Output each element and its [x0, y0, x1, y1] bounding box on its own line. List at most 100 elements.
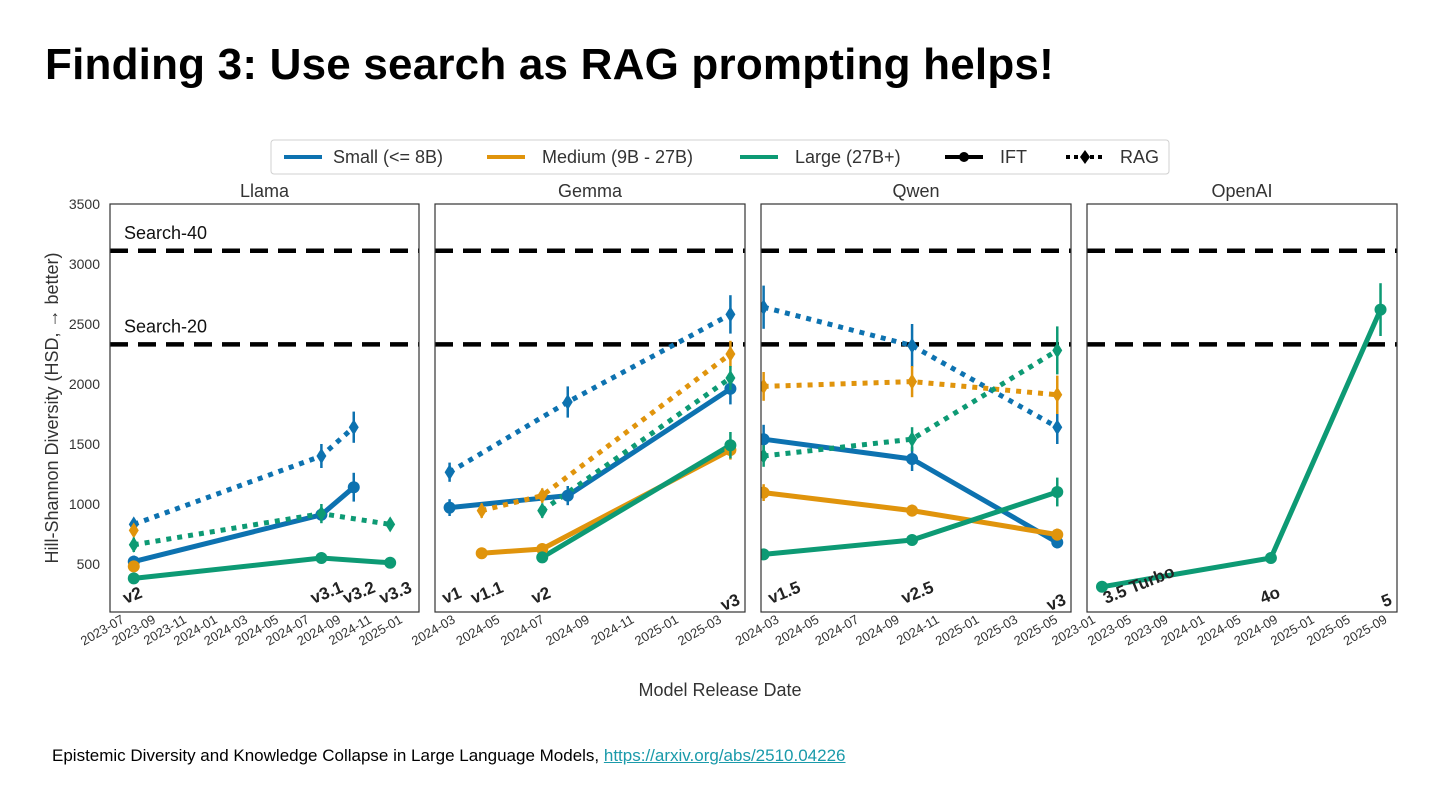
data-point-large-ift — [761, 548, 770, 561]
series-line-large-ift — [133, 555, 391, 581]
legend-marker — [1080, 150, 1090, 164]
x-tick-label: 2024-07 — [498, 612, 547, 649]
version-label: v1.5 — [765, 578, 803, 608]
data-point-large-rag — [385, 516, 396, 533]
panel-title: Llama — [240, 181, 290, 201]
x-tick-label: 2025-01 — [632, 612, 681, 649]
data-point-small-ift — [906, 453, 919, 465]
panel-title: Gemma — [558, 181, 623, 201]
data-point-small-ift — [761, 433, 770, 446]
data-point-large-ift — [1264, 552, 1277, 564]
legend-item: Large (27B+) — [740, 147, 901, 167]
series-line-large-rag — [540, 375, 732, 513]
data-point-large-ift — [724, 439, 737, 452]
data-point-medium-rag — [1052, 386, 1063, 403]
data-point-medium-rag — [725, 346, 736, 362]
data-point-small-rag — [761, 299, 769, 316]
data-point-medium-ift — [127, 560, 140, 573]
data-point-small-rag — [316, 448, 327, 464]
legend-label: Small (<= 8B) — [333, 147, 443, 167]
panel-frame — [760, 203, 1072, 613]
data-point-large-rag — [316, 505, 327, 522]
data-point-large-ift — [384, 556, 397, 569]
legend-marker — [959, 152, 969, 162]
data-point-large-ift — [315, 552, 328, 564]
data-point-small-ift — [561, 489, 574, 502]
legend-label: Medium (9B - 27B) — [542, 147, 693, 167]
data-point-small-rag — [907, 337, 918, 354]
y-tick-label: 500 — [77, 556, 101, 572]
panel-frame — [109, 203, 420, 613]
version-label: v3.1 — [308, 578, 346, 608]
legend-label: RAG — [1120, 147, 1159, 167]
version-label: v2 — [529, 583, 554, 608]
legend-item: RAG — [1066, 147, 1159, 167]
version-label: 5 — [1379, 590, 1395, 611]
y-axis-label: Hill-Shannon Diversity (HSD, → better) — [42, 252, 62, 563]
version-label: v3.3 — [377, 578, 415, 608]
version-label: v1.1 — [468, 578, 506, 608]
data-point-medium-ift — [761, 486, 770, 499]
version-label: v3.2 — [340, 578, 378, 608]
version-label: v3 — [1044, 590, 1069, 615]
data-point-medium-ift — [906, 504, 919, 517]
legend-item: IFT — [945, 147, 1027, 167]
data-point-large-ift — [906, 534, 919, 546]
series-line-large-ift — [1101, 308, 1383, 590]
version-label: v3 — [718, 590, 743, 615]
citation-text: Epistemic Diversity and Knowledge Collap… — [52, 746, 604, 765]
data-point-small-rag — [1052, 419, 1063, 436]
y-tick-label: 3000 — [69, 256, 100, 272]
version-label: v2 — [120, 583, 145, 608]
x-tick-label: 2024-09 — [853, 612, 902, 649]
data-point-small-rag — [348, 419, 359, 436]
data-point-medium-ift — [536, 543, 549, 555]
y-tick-label: 1000 — [69, 496, 100, 512]
y-tick-label: 2000 — [69, 376, 100, 392]
slide-title: Finding 3: Use search as RAG prompting h… — [45, 40, 1054, 89]
panel-plot — [761, 248, 1071, 561]
x-tick-label: 2025-03 — [971, 612, 1020, 649]
data-point-medium-rag — [907, 373, 918, 390]
x-tick-label: 2024-11 — [894, 612, 942, 648]
data-point-large-ift — [1095, 580, 1108, 593]
x-tick-label: 2024-03 — [733, 612, 782, 649]
panel-plot — [435, 248, 745, 564]
legend-label: IFT — [1000, 147, 1027, 167]
data-point-medium-rag — [537, 487, 548, 504]
legend-item: Medium (9B - 27B) — [487, 147, 693, 167]
panel-title: OpenAI — [1211, 181, 1272, 201]
data-point-medium-rag — [476, 502, 487, 519]
chart-panels: 500 1000 1500 2000 2500 3000 3500 Llama Search-4… — [69, 181, 1398, 649]
panel-plot — [110, 248, 419, 585]
panel-frame — [434, 203, 746, 613]
series-line-small-rag — [762, 304, 1059, 430]
y-tick-label: 1500 — [69, 436, 100, 452]
x-axis-label: Model Release Date — [638, 680, 801, 700]
x-tick-label: 2025-01 — [933, 612, 982, 649]
data-point-small-rag — [725, 306, 736, 323]
x-tick-label: 2024-03 — [409, 612, 458, 649]
version-label: v2.5 — [898, 578, 936, 608]
citation-link[interactable]: https://arxiv.org/abs/2510.04226 — [603, 746, 846, 765]
panel-frame — [1086, 203, 1398, 613]
data-point-large-rag — [725, 370, 736, 386]
x-tick-label: 2024-11 — [588, 612, 636, 648]
data-point-large-rag — [1052, 342, 1063, 359]
data-point-large-rag — [907, 431, 918, 448]
data-point-large-ift — [127, 572, 140, 585]
x-tick-label: 2024-05 — [453, 612, 502, 649]
citation: Epistemic Diversity and Knowledge Collap… — [52, 746, 846, 766]
data-point-medium-rag — [128, 522, 139, 539]
y-tick-label: 2500 — [69, 316, 100, 332]
data-point-small-ift — [443, 501, 456, 514]
panel-title: Qwen — [892, 181, 939, 201]
panel-plot — [1087, 248, 1397, 593]
data-point-small-rag — [444, 464, 455, 481]
x-tick-label: 2024-05 — [773, 612, 822, 649]
x-tick-label: 2024-07 — [812, 612, 861, 649]
data-point-large-rag — [761, 448, 769, 464]
